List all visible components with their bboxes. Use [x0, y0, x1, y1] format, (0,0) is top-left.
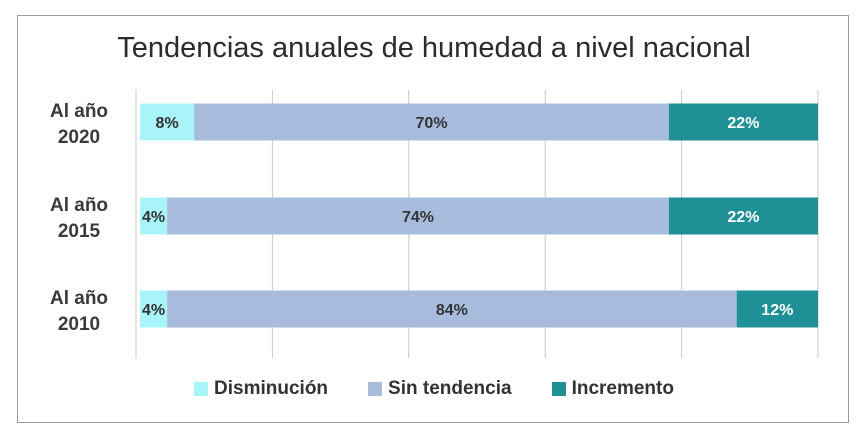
bar-segment-sin-tendencia: [167, 290, 737, 328]
data-label: 12%: [761, 302, 793, 319]
legend-label: Disminución: [214, 378, 329, 399]
bar-segment-disminución: [140, 103, 195, 141]
bar-segment-incremento: [668, 103, 818, 141]
category-label: Al año 2020: [50, 101, 108, 148]
legend-swatch: [368, 382, 383, 396]
category-labels: Al año 2020 Al año 2015 Al año 2010: [50, 101, 108, 335]
bar-segment-sin-tendencia: [194, 103, 669, 141]
category-label: Al año 2015: [50, 195, 108, 242]
data-label: 4%: [142, 302, 165, 319]
legend-swatch: [194, 382, 209, 396]
legend-item: Disminución: [194, 378, 328, 400]
bar-segment-incremento: [668, 197, 818, 235]
legend-swatch: [551, 382, 566, 396]
legend-item: Incremento: [551, 378, 674, 400]
bar-segment-disminución: [140, 290, 168, 328]
legend: Disminución Sin tendencia Incremento: [0, 378, 868, 400]
legend-label: Incremento: [571, 378, 674, 399]
chart-title: Tendencias anuales de humedad a nivel na…: [117, 32, 751, 64]
bar-segment-sin-tendencia: [167, 197, 669, 235]
bar-segment-disminución: [140, 197, 168, 235]
bar-segment-incremento: [736, 290, 818, 328]
data-label: 84%: [436, 302, 468, 319]
data-label: 8%: [156, 115, 179, 132]
bars: 8% 70% 22% 4% 74% 22% 4% 84% 12%: [140, 103, 818, 328]
data-label: 22%: [727, 209, 759, 226]
data-label: 70%: [416, 115, 448, 132]
data-label: 22%: [727, 115, 759, 132]
data-label: 74%: [402, 209, 434, 226]
category-label: Al año 2010: [50, 288, 108, 335]
legend-label: Sin tendencia: [388, 378, 512, 399]
data-label: 4%: [142, 209, 165, 226]
legend-item: Sin tendencia: [368, 378, 512, 400]
